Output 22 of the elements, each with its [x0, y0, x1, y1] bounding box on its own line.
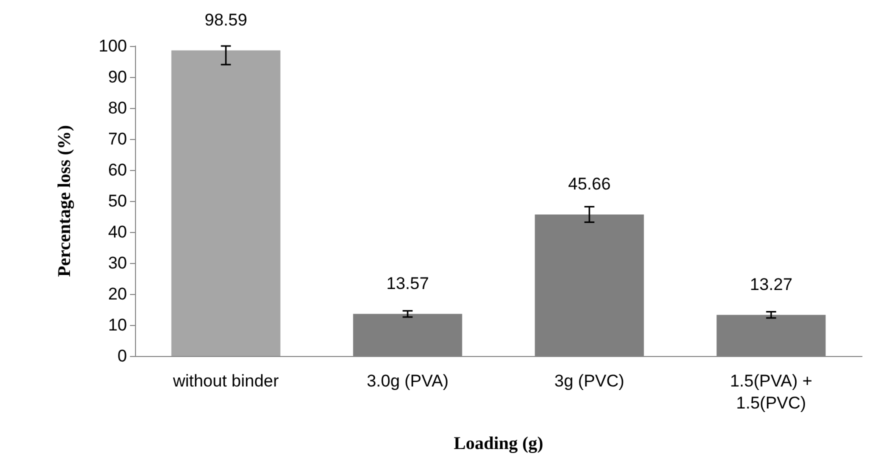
data-label: 13.27	[750, 274, 792, 294]
x-axis-title: Loading (g)	[454, 433, 544, 453]
y-tick-label: 30	[108, 254, 127, 272]
y-tick-label: 50	[108, 192, 127, 210]
x-tick-label: 3.0g (PVA)	[366, 372, 449, 390]
y-tick-label: 60	[108, 160, 127, 180]
bar	[171, 50, 280, 356]
y-tick-label: 0	[118, 346, 127, 366]
y-tick-label: 10	[108, 316, 127, 334]
x-tick-label: 1.5(PVA) + 1.5(PVC)	[730, 372, 812, 412]
y-tick-label: 70	[108, 130, 127, 148]
y-tick-label: 20	[108, 284, 127, 304]
x-tick-label: 3g (PVC)	[554, 372, 624, 390]
data-label: 45.66	[568, 174, 611, 194]
y-tick-label: 90	[108, 68, 127, 86]
y-tick-label: 40	[108, 222, 127, 242]
data-label: 13.57	[386, 274, 429, 293]
data-label: 98.59	[204, 10, 248, 30]
y-axis-title: Percentage loss (%)	[54, 125, 74, 277]
y-tick-label: 100	[98, 36, 127, 56]
x-tick-label: without binder	[172, 372, 280, 390]
y-tick-label: 80	[108, 98, 127, 118]
